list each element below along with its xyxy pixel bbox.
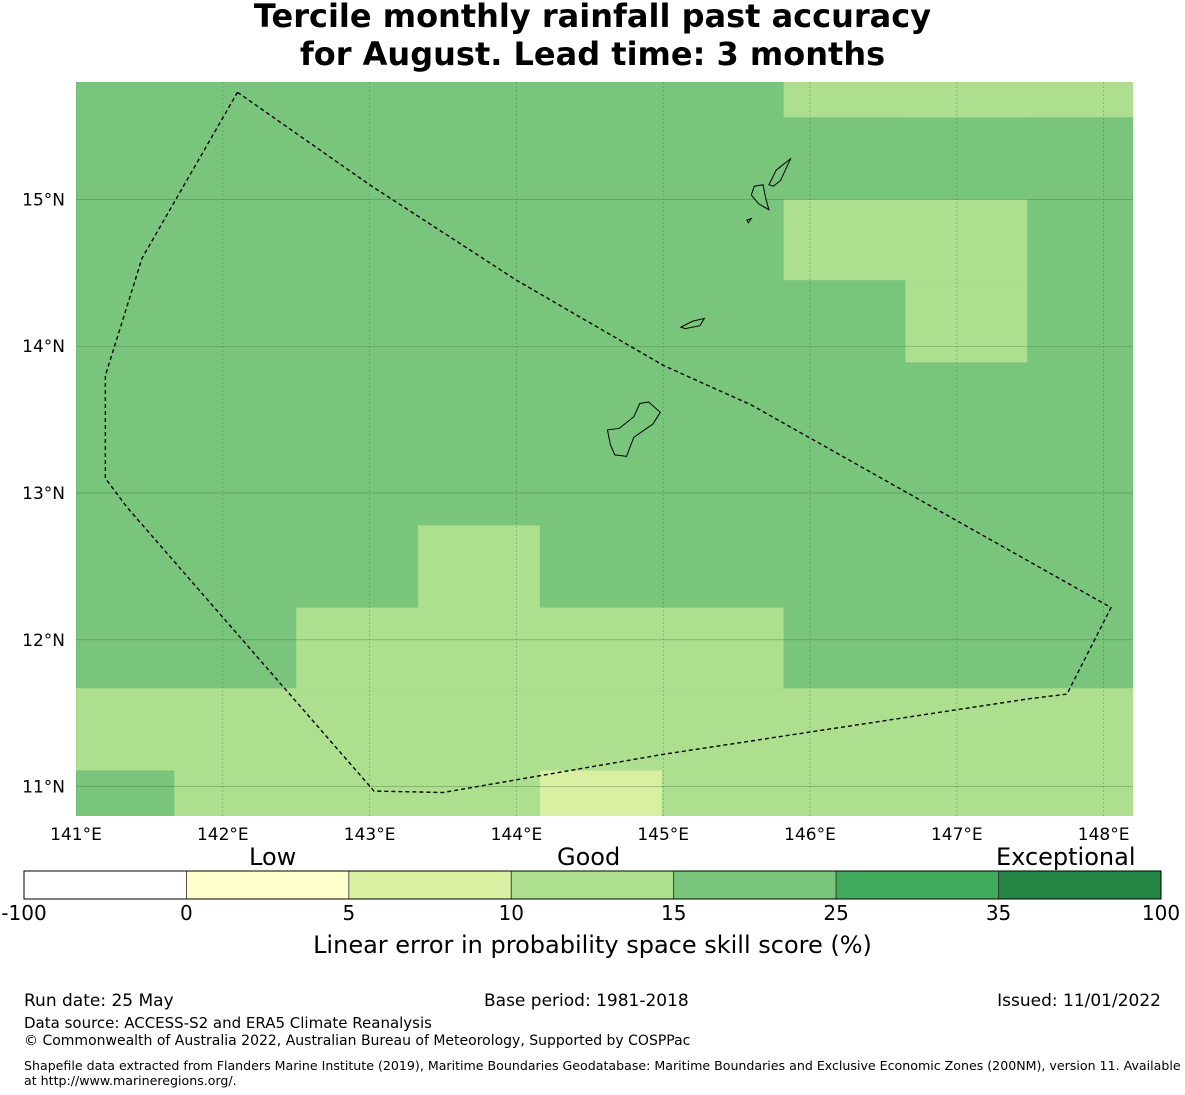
- colorbar-segment-4: [673, 870, 837, 900]
- lon-tick-label: 143°E: [344, 825, 396, 845]
- shapefile-credit-line2: at http://www.marineregions.org/.: [24, 1073, 237, 1088]
- copyright-notice: © Commonwealth of Australia 2022, Austra…: [24, 1033, 691, 1049]
- base-period: Base period: 1981-2018: [484, 991, 689, 1011]
- map-title-line1: Tercile monthly rainfall past accuracy: [253, 0, 932, 35]
- lon-tick-label: 147°E: [931, 825, 983, 845]
- colorbar-category-good: Good: [557, 843, 621, 871]
- lon-tick-label: 145°E: [637, 825, 689, 845]
- skill-cell-3: [905, 280, 1028, 363]
- colorbar-segment-5: [835, 870, 999, 900]
- map-plot-area: 141°E 142°E 143°E 144°E 145°E 146°E 147°E 148°E…: [22, 82, 1133, 845]
- lon-tick-label: 141°E: [50, 825, 102, 845]
- island-coastline-1: [679, 317, 706, 330]
- lat-tick-label: 14°N: [22, 337, 65, 357]
- colorbar-tick-2: 5: [342, 901, 356, 925]
- island-coastline-2: [750, 184, 770, 211]
- colorbar-tick-7: 100: [1141, 901, 1181, 925]
- island-coastline-3: [768, 157, 792, 187]
- colorbar-category-low: Low: [249, 843, 297, 871]
- colorbar-category-exceptional: Exceptional: [996, 843, 1136, 871]
- issued-date: Issued: 11/01/2022: [997, 991, 1161, 1011]
- colorbar-tick-6: 35: [985, 901, 1012, 925]
- lat-tick-label: 12°N: [22, 631, 65, 651]
- island-coastline-4: [746, 217, 753, 224]
- colorbar: [23, 870, 1162, 900]
- skill-cell-7: [76, 770, 175, 816]
- lat-tick-label: 13°N: [22, 484, 65, 504]
- colorbar-tick-3: 10: [498, 901, 525, 925]
- lon-tick-label: 144°E: [491, 825, 543, 845]
- eez-boundary: [104, 91, 1112, 794]
- colorbar-segment-2: [348, 870, 512, 900]
- skill-cell-1: [783, 82, 1028, 118]
- colorbar-label: Linear error in probability space skill …: [313, 931, 872, 959]
- lat-tick-label: 15°N: [22, 190, 65, 210]
- colorbar-tick-0: -100: [1, 901, 47, 925]
- colorbar-tick-1: 0: [180, 901, 193, 925]
- island-coastline-0: [606, 401, 661, 457]
- lon-tick-label: 148°E: [1078, 825, 1130, 845]
- colorbar-segment-3: [510, 870, 675, 900]
- lon-tick-label: 142°E: [197, 825, 249, 845]
- shapefile-credit-line1: Shapefile data extracted from Flanders M…: [24, 1058, 1185, 1073]
- colorbar-frame: [23, 870, 1162, 900]
- colorbar-segment-6: [998, 870, 1162, 900]
- skill-cell-2: [783, 199, 1028, 281]
- colorbar-segment-1: [186, 870, 350, 900]
- lon-tick-label: 146°E: [784, 825, 836, 845]
- data-source: Data source: ACCESS-S2 and ERA5 Climate …: [24, 1014, 432, 1032]
- skill-cell-4: [418, 525, 540, 608]
- skill-cell-5: [296, 607, 784, 689]
- skill-cell-8: [539, 770, 662, 816]
- colorbar-segment-0: [23, 870, 187, 900]
- run-date: Run date: 25 May: [24, 991, 174, 1011]
- colorbar-tick-4: 15: [660, 901, 687, 925]
- lat-tick-label: 11°N: [22, 778, 65, 798]
- colorbar-tick-5: 25: [823, 901, 849, 925]
- map-title-line2: for August. Lead time: 3 months: [299, 35, 886, 73]
